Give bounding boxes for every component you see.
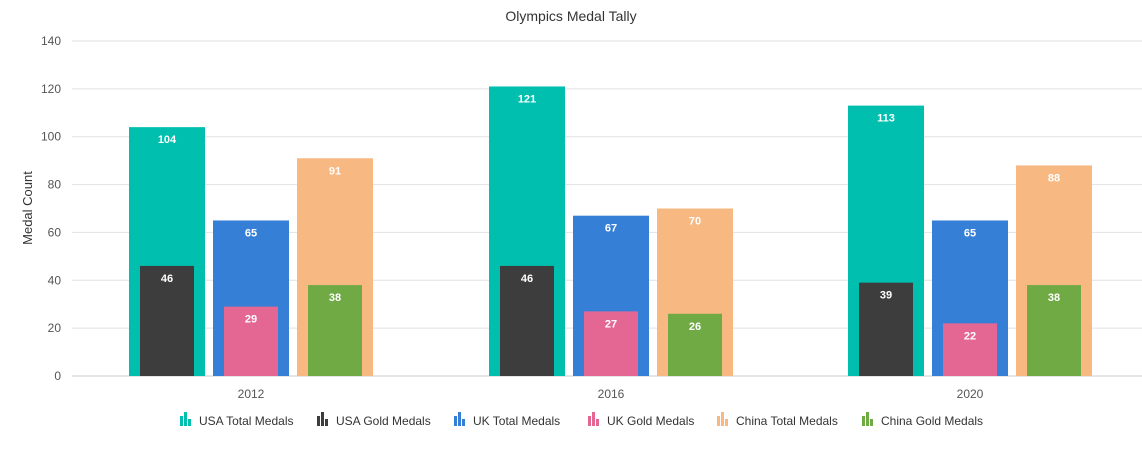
- legend-item[interactable]: UK Total Medals: [454, 412, 560, 428]
- y-tick-label: 0: [54, 369, 61, 383]
- bar-chart-icon: [862, 412, 873, 426]
- data-label: 46: [161, 273, 173, 285]
- data-label: 29: [245, 314, 257, 326]
- legend-item[interactable]: China Gold Medals: [862, 412, 983, 428]
- data-label: 39: [880, 290, 892, 302]
- data-label: 38: [329, 292, 341, 304]
- legend-label: China Total Medals: [736, 414, 838, 428]
- bar-chart-icon: [180, 412, 191, 426]
- legend-label: UK Total Medals: [473, 414, 560, 428]
- bar-chart-icon: [454, 412, 465, 426]
- data-label: 67: [605, 223, 617, 235]
- bar-chart-icon: [588, 412, 599, 426]
- data-label: 104: [158, 134, 177, 146]
- data-label: 26: [689, 321, 701, 333]
- y-tick-label: 120: [41, 82, 61, 96]
- data-label: 27: [605, 318, 617, 330]
- y-tick-label: 140: [41, 34, 61, 48]
- y-tick-label: 100: [41, 130, 61, 144]
- legend-item[interactable]: USA Total Medals: [180, 412, 294, 428]
- legend-item[interactable]: USA Gold Medals: [317, 412, 431, 428]
- x-tick-label: 2012: [238, 387, 265, 401]
- bar[interactable]: [1027, 285, 1081, 376]
- y-tick-label: 20: [48, 321, 62, 335]
- data-label: 113: [877, 113, 895, 125]
- x-tick-label: 2016: [598, 387, 625, 401]
- legend-label: China Gold Medals: [881, 414, 983, 428]
- legend-item[interactable]: UK Gold Medals: [588, 412, 694, 428]
- bar[interactable]: [943, 323, 997, 376]
- y-tick-label: 60: [48, 225, 62, 239]
- data-label: 38: [1048, 292, 1060, 304]
- bar-chart-icon: [317, 412, 328, 426]
- data-label: 91: [329, 165, 341, 177]
- data-label: 70: [689, 216, 701, 228]
- x-tick-label: 2020: [957, 387, 984, 401]
- bar[interactable]: [859, 282, 913, 376]
- data-label: 22: [964, 330, 976, 342]
- bar[interactable]: [224, 306, 278, 376]
- data-label: 46: [521, 273, 533, 285]
- x-axis: 2012 2016 2020: [238, 387, 984, 401]
- data-label: 121: [518, 93, 536, 105]
- legend: USA Total Medals USA Gold Medals UK Total …: [180, 412, 983, 428]
- data-label: 88: [1048, 172, 1060, 184]
- bar[interactable]: [668, 313, 722, 376]
- y-tick-label: 40: [48, 273, 62, 287]
- legend-label: USA Total Medals: [199, 414, 294, 428]
- data-label: 65: [964, 227, 976, 239]
- bar[interactable]: [308, 285, 362, 376]
- bar[interactable]: [500, 265, 554, 376]
- legend-item[interactable]: China Total Medals: [717, 412, 838, 428]
- bar[interactable]: [140, 265, 194, 376]
- y-tick-label: 80: [48, 178, 62, 192]
- bar-chart-icon: [717, 412, 728, 426]
- y-axis-title: Medal Count: [20, 171, 35, 245]
- bars: [129, 86, 1092, 377]
- legend-label: UK Gold Medals: [607, 414, 694, 428]
- data-labels: 104 46 65 29 91 38 121 46 67 27 70 26 113 39 65 22 88 38: [158, 93, 1060, 342]
- data-label: 65: [245, 227, 257, 239]
- chart-title: Olympics Medal Tally: [505, 8, 636, 24]
- bar[interactable]: [584, 311, 638, 376]
- legend-label: USA Gold Medals: [336, 414, 431, 428]
